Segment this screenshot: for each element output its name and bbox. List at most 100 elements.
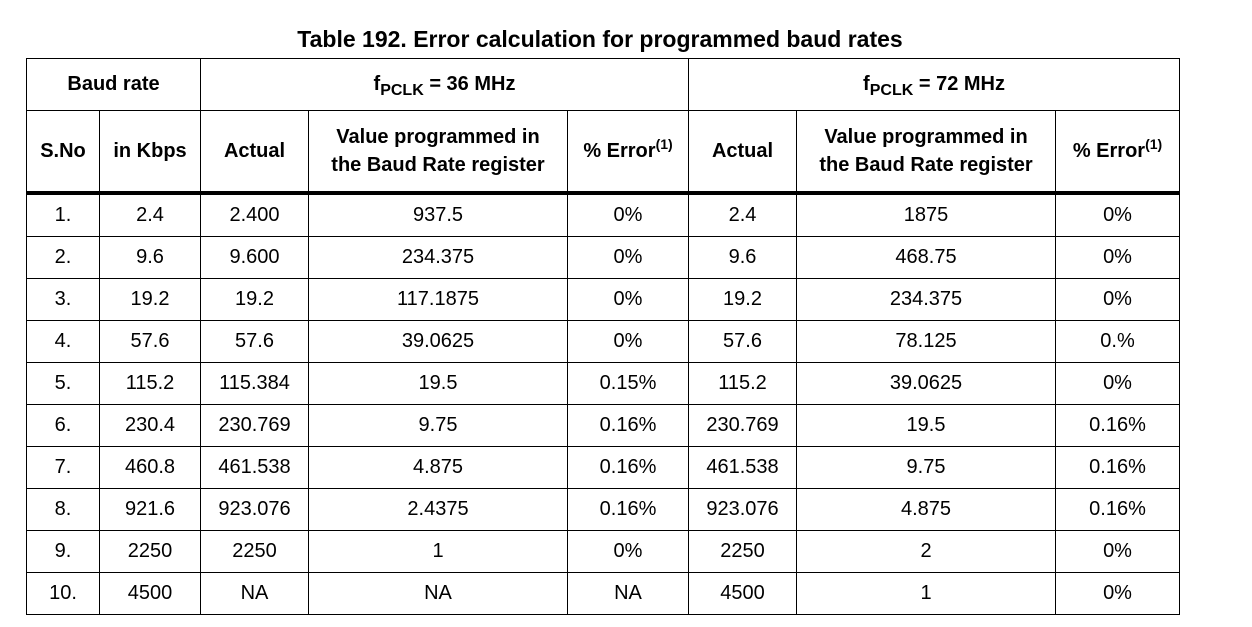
actual-72-cell: 461.538 [688,446,798,489]
actual-72-cell: 923.076 [688,488,798,531]
fpclk-symbol: f [863,73,870,95]
kbps-cell: 460.8 [99,446,201,489]
error-72-cell: 0.16% [1055,446,1181,489]
value-72-cell: 4.875 [796,488,1057,531]
error-72-cell: 0% [1055,362,1181,405]
actual-72-header: Actual [688,110,798,195]
error-36-cell: 0% [566,236,690,279]
sno-cell: 8. [26,488,100,531]
actual-72-cell: 4500 [688,572,798,615]
error-36-cell: 0.16% [566,404,690,447]
column-header-row: S.No in Kbps Actual Value programmed in t… [26,110,1181,195]
value-36-cell: 19.5 [308,362,568,405]
actual-72-cell: 57.6 [688,320,798,363]
table-row: 6. 230.4 230.769 9.75 0.16% 230.769 19.5 0.16% [26,404,1181,447]
fpclk-subscript: PCLK [380,82,424,99]
kbps-cell: 2250 [99,530,201,573]
actual-72-cell: 9.6 [688,236,798,279]
actual-72-cell: 19.2 [688,278,798,321]
error-36-cell: NA [566,572,690,615]
fpclk-symbol: f [373,73,381,95]
value-72-cell: 2 [796,530,1057,573]
actual-36-cell: 230.769 [200,404,309,447]
error-36-cell: 0% [566,192,690,237]
error-36-cell: 0.15% [566,362,690,405]
fpclk-subscript: PCLK [869,82,914,99]
error-36-cell: 0% [566,530,690,573]
actual-72-cell: 115.2 [688,362,798,405]
error-72-cell: 0.% [1055,320,1181,363]
kbps-cell: 921.6 [99,488,201,531]
value-header-line1: Value programmed in [824,126,1028,148]
error-72-cell: 0.16% [1055,404,1181,447]
actual-36-cell: 923.076 [200,488,309,531]
error-72-header: % Error(1) [1055,110,1181,195]
fpclk-value: = 36 MHz [423,73,516,95]
table-caption: Table 192. Error calculation for program… [297,26,903,52]
error-36-cell: 0.16% [566,446,690,489]
baud-rate-error-table: Baud rate fPCLK = 36 MHz fPCLK = 72 MHz … [26,58,1181,615]
value-36-cell: 4.875 [308,446,568,489]
fpclk-36mhz-header: fPCLK = 36 MHz [199,58,690,111]
group-header-row: Baud rate fPCLK = 36 MHz fPCLK = 72 MHz [26,58,1181,111]
value-72-cell: 234.375 [796,278,1057,321]
value-72-cell: 9.75 [796,446,1057,489]
kbps-cell: 57.6 [99,320,201,363]
error-72-cell: 0% [1055,278,1181,321]
sno-cell: 4. [26,320,100,363]
value-72-cell: 19.5 [796,404,1057,447]
kbps-cell: 115.2 [99,362,201,405]
sno-header: S.No [26,110,100,195]
error-72-cell: 0% [1055,236,1181,279]
value-72-cell: 468.75 [796,236,1057,279]
table-row: 7. 460.8 461.538 4.875 0.16% 461.538 9.75 0.16% [26,446,1181,489]
value-72-cell: 39.0625 [796,362,1057,405]
error-72-cell: 0% [1055,530,1181,573]
value-36-cell: 9.75 [308,404,568,447]
error-36-cell: 0% [566,278,690,321]
value-36-cell: 2.4375 [308,488,568,531]
fpclk-value: = 72 MHz [913,73,1005,95]
actual-36-cell: 57.6 [200,320,309,363]
value-header-line2: the Baud Rate register [331,154,545,176]
value-72-header: Value programmed in the Baud Rate registe… [796,110,1057,195]
actual-36-cell: NA [200,572,309,615]
value-36-header: Value programmed in the Baud Rate registe… [308,110,568,195]
table-row: 5. 115.2 115.384 19.5 0.15% 115.2 39.0625 0% [26,362,1181,405]
actual-72-cell: 2.4 [688,192,798,237]
footnote-ref: (1) [655,136,673,152]
error-72-cell: 0.16% [1055,488,1181,531]
actual-36-cell: 19.2 [200,278,309,321]
kbps-cell: 230.4 [99,404,201,447]
error-36-header: % Error(1) [566,110,690,195]
error-header-label: % Error [1072,140,1146,162]
value-header-line2: the Baud Rate register [819,154,1033,176]
table-row: 10. 4500 NA NA NA 4500 1 0% [26,572,1181,615]
value-36-cell: 1 [308,530,568,573]
kbps-cell: 19.2 [99,278,201,321]
kbps-cell: 4500 [99,572,201,615]
sno-cell: 6. [26,404,100,447]
value-72-cell: 78.125 [796,320,1057,363]
table-row: 1. 2.4 2.400 937.5 0% 2.4 1875 0% [26,192,1181,237]
error-36-cell: 0.16% [566,488,690,531]
table-row: 9. 2250 2250 1 0% 2250 2 0% [26,530,1181,573]
value-36-cell: 234.375 [308,236,568,279]
baud-rate-header: Baud rate [26,58,201,111]
footnote-ref: (1) [1145,136,1163,152]
error-72-cell: 0% [1055,192,1181,237]
value-72-cell: 1875 [796,192,1057,237]
actual-72-cell: 2250 [688,530,798,573]
sno-cell: 2. [26,236,100,279]
sno-cell: 3. [26,278,100,321]
table-body: 1. 2.4 2.400 937.5 0% 2.4 1875 0% 2. 9.6 9.600 234.… [26,192,1181,615]
actual-36-cell: 9.600 [200,236,309,279]
actual-36-cell: 461.538 [200,446,309,489]
actual-36-header: Actual [200,110,309,195]
table-row: 2. 9.6 9.600 234.375 0% 9.6 468.75 0% [26,236,1181,279]
table-row: 3. 19.2 19.2 117.1875 0% 19.2 234.375 0% [26,278,1181,321]
actual-36-cell: 2250 [200,530,309,573]
fpclk-72mhz-header: fPCLK = 72 MHz [688,58,1181,111]
table-row: 4. 57.6 57.6 39.0625 0% 57.6 78.125 0.% [26,320,1181,363]
kbps-cell: 9.6 [99,236,201,279]
